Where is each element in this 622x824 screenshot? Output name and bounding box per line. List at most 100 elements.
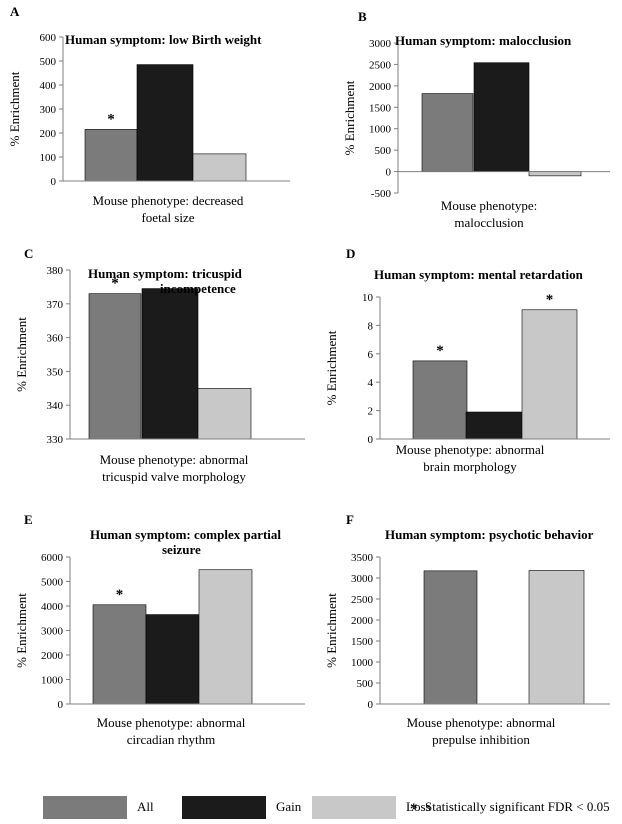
y-tick-label: 300 [40,104,57,116]
y-tick-label: 3000 [369,38,392,50]
chart-title: Human symptom: low Birth weight [65,32,262,47]
bar-loss [528,171,582,177]
panel-e: E 0 1000 2000 3000 4000 5000 6000 % Enrichment * H… [14,512,305,747]
y-axis-label: % Enrichment [324,330,339,405]
bar-loss [192,153,247,182]
x-axis-caption: brain morphology [423,459,517,474]
y-tick-label: 10 [362,292,374,304]
y-tick-label: 2500 [369,59,392,71]
y-tick-label: 1500 [369,102,392,114]
x-axis-caption: Mouse phenotype: abnormal [100,452,249,467]
panel-letter: A [10,4,20,19]
panel-a: A 0 100 200 300 400 500 600 % Enrichment * Human s… [7,4,290,225]
y-tick-label: 0 [386,167,392,179]
legend-star: * [410,801,418,817]
chart-title: incompetence [160,281,236,296]
y-tick-label: -500 [371,188,392,200]
x-axis-caption: Mouse phenotype: abnormal [97,715,246,730]
x-axis-caption: foetal size [141,210,194,225]
y-axis-label: % Enrichment [14,317,29,392]
chart-title: Human symptom: mental retardation [374,267,584,282]
x-axis-caption: Mouse phenotype: abnormal [396,442,545,457]
chart-title: Human symptom: tricuspid [88,266,243,281]
y-axis-label: % Enrichment [324,593,339,668]
bar-loss [198,569,253,705]
significance-star: * [436,343,444,359]
y-tick-label: 200 [40,128,57,140]
y-tick-label: 6000 [41,552,64,564]
x-axis-caption: circadian rhythm [127,732,215,747]
panel-d: D 0 2 4 6 8 10 % Enrichment * * Human symptom: men… [324,246,610,474]
y-tick-label: 0 [368,434,374,446]
legend-label-all: All [137,799,154,814]
bar-loss [197,387,252,440]
y-tick-label: 1000 [369,124,392,136]
bar-all [421,93,474,172]
panel-b: B -500 0 500 1000 1500 2000 2500 3000 % Enrichmen… [342,9,610,230]
panel-letter: C [24,246,33,261]
panel-f: F 0 500 1000 1500 2000 2500 3000 3500 % Enrichmen… [324,512,610,747]
bar-loss [521,309,578,440]
x-axis-caption: tricuspid valve morphology [102,469,246,484]
y-tick-label: 8 [368,320,374,332]
legend-swatch-gain [182,796,266,819]
bar-loss [528,570,585,705]
y-axis-label: % Enrichment [342,80,357,155]
y-tick-label: 2000 [369,81,392,93]
y-tick-label: 3500 [351,552,374,564]
legend-note: Statistically significant FDR < 0.05 [425,799,610,814]
bar-all [92,604,147,705]
y-tick-label: 3000 [41,626,64,638]
y-tick-label: 0 [368,699,374,711]
y-tick-label: 600 [40,32,57,44]
bar-gain [145,614,201,705]
y-tick-label: 6 [368,349,374,361]
y-tick-label: 340 [47,400,64,412]
significance-star: * [116,587,124,603]
bar-all [423,570,478,705]
x-axis-caption: Mouse phenotype: [441,198,537,213]
panel-c: C 330 340 350 360 370 380 % Enrichment *Human sy… [14,246,305,484]
x-axis-caption: Mouse phenotype: abnormal [407,715,556,730]
y-tick-label: 2000 [351,615,374,627]
y-tick-label: 2 [368,406,374,418]
chart-title: Human symptom: psychotic behavior [385,527,594,542]
chart-title: Human symptom: complex partial [90,527,281,542]
significance-star: * [111,276,119,292]
panel-letter: F [346,512,354,527]
legend-label-gain: Gain [276,799,302,814]
bar-all [412,360,468,440]
legend-label-loss: Loss [406,799,431,814]
bar-all [84,129,138,182]
bar-gain [141,288,199,440]
y-tick-label: 380 [47,265,64,277]
x-axis-caption: malocclusion [454,215,524,230]
y-tick-label: 500 [375,145,392,157]
x-axis-caption: Mouse phenotype: decreased [93,193,244,208]
y-tick-label: 4000 [41,601,64,613]
y-tick-label: 3000 [351,573,374,585]
legend-swatch-loss [312,796,396,819]
y-tick-label: 330 [47,434,64,446]
x-axis-caption: prepulse inhibition [432,732,530,747]
bar-gain [473,62,530,172]
significance-star: * [107,111,115,127]
y-axis-label: % Enrichment [7,71,22,146]
y-tick-label: 4 [368,377,374,389]
y-tick-label: 500 [40,56,57,68]
bar-gain [465,411,524,440]
bar-all [88,293,142,440]
y-axis-label: % Enrichment [14,593,29,668]
panel-letter: B [358,9,367,24]
panel-letter: E [24,512,33,527]
y-tick-label: 5000 [41,577,64,589]
chart-title: Human symptom: malocclusion [395,33,572,48]
y-tick-label: 1000 [351,657,374,669]
panel-letter: D [346,246,355,261]
y-tick-label: 360 [47,333,64,345]
y-tick-label: 1000 [41,675,64,687]
y-tick-label: 2000 [41,650,64,662]
legend-swatch-all [43,796,127,819]
y-tick-label: 400 [40,80,57,92]
